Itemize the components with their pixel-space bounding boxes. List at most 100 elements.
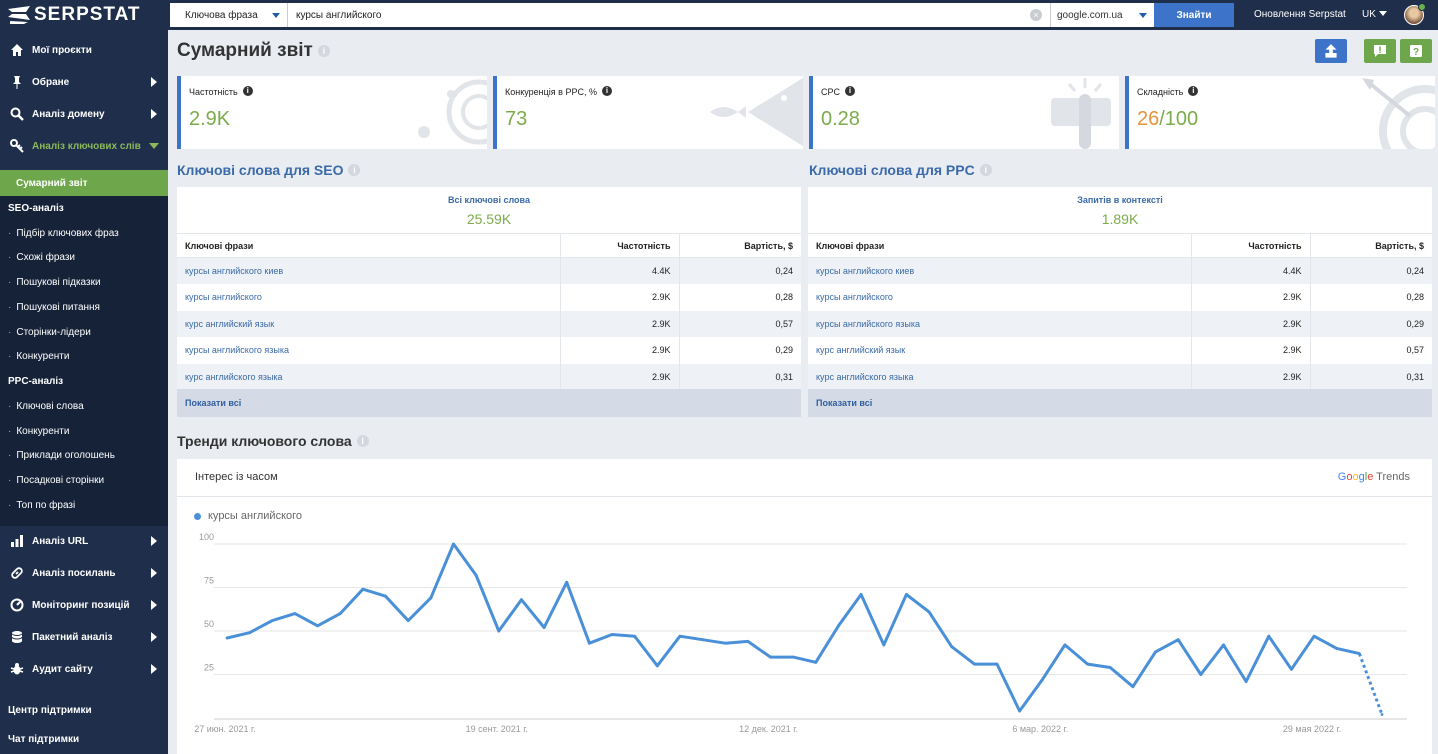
serpstat-logo[interactable]: SERPSTAT bbox=[8, 3, 141, 27]
sidebar-link-similar-phrases[interactable]: Схожі фрази bbox=[8, 252, 75, 263]
sidebar-item-site-audit[interactable]: Аудит сайту bbox=[0, 653, 168, 685]
info-icon[interactable]: i bbox=[845, 86, 856, 96]
column-header[interactable]: Вартість, $ bbox=[1310, 233, 1432, 258]
volume-cell: 2.9K bbox=[560, 337, 680, 364]
chevron-right-icon bbox=[151, 600, 157, 610]
search-engine-select[interactable]: google.com.ua bbox=[1050, 3, 1154, 27]
table-row: курс английского языка 2.9K 0,31 bbox=[177, 363, 801, 390]
sidebar-item-summary-report[interactable]: Сумарний звіт bbox=[0, 170, 168, 196]
keyword-link[interactable]: курсы английского языка bbox=[808, 310, 1192, 337]
export-button[interactable] bbox=[1315, 39, 1347, 63]
info-icon[interactable]: i bbox=[242, 86, 253, 96]
feedback-button[interactable] bbox=[1364, 39, 1396, 63]
column-header[interactable]: Вартість, $ bbox=[679, 233, 801, 258]
seo-summary-label[interactable]: Всі ключові слова bbox=[448, 195, 530, 205]
logo-text: SERPSTAT bbox=[34, 4, 141, 25]
support-center-link[interactable]: Центр підтримки bbox=[8, 705, 92, 716]
search-input[interactable]: курсы английского × bbox=[288, 3, 1050, 27]
sidebar-item-url-analysis[interactable]: Аналіз URL bbox=[0, 525, 168, 557]
keyword-link[interactable]: курс английский язык bbox=[177, 310, 561, 337]
column-header[interactable]: Частотність bbox=[1191, 233, 1311, 258]
info-icon[interactable]: i bbox=[1188, 86, 1199, 96]
sidebar-link-keyword-selection[interactable]: Підбір ключових фраз bbox=[8, 228, 118, 239]
data-point bbox=[338, 612, 342, 615]
sidebar-item-rank-tracker[interactable]: Моніторинг позицій bbox=[0, 589, 168, 621]
info-icon[interactable]: i bbox=[356, 435, 369, 447]
sidebar-link-ppc-keywords[interactable]: Ключові слова bbox=[8, 401, 83, 412]
sidebar-item-label: Аналіз домену bbox=[32, 108, 105, 120]
keyword-link[interactable]: курсы английского bbox=[808, 284, 1192, 311]
ppc-summary-label[interactable]: Запитів в контексті bbox=[1077, 195, 1163, 205]
cpc-cell: 0,57 bbox=[679, 310, 801, 337]
sidebar-item-keyword-analysis[interactable]: Аналіз ключових слів bbox=[0, 130, 168, 162]
trends-panel: Інтерес із часом Google Trends курсы анг… bbox=[177, 459, 1432, 754]
trend-line-chart[interactable]: 25 50 75 100 27 июн. 2021 г. 19 сент. 2021 г.… bbox=[177, 494, 1432, 754]
info-icon[interactable]: i bbox=[317, 45, 330, 57]
metric-label: Складність i bbox=[1137, 86, 1199, 97]
data-point bbox=[452, 542, 455, 546]
table-row: курсы английского языка 2.9K 0,29 bbox=[177, 337, 801, 364]
seo-show-all-link[interactable]: Показати всі bbox=[177, 389, 801, 417]
data-point bbox=[1063, 643, 1067, 647]
ppc-keywords-table: Ключові фрази Частотність Вартість, $ ку… bbox=[808, 233, 1432, 390]
support-chat-link[interactable]: Чат підтримки bbox=[8, 734, 80, 745]
keyword-link[interactable]: курсы английского языка bbox=[177, 337, 561, 364]
volume-cell: 2.9K bbox=[560, 284, 680, 311]
sidebar-item-label: Обране bbox=[32, 76, 70, 88]
keyword-link[interactable]: курс английский язык bbox=[808, 337, 1192, 364]
sidebar-link-top-pages[interactable]: Сторінки-лідери bbox=[8, 327, 90, 338]
ppc-show-all-link[interactable]: Показати всі bbox=[808, 389, 1432, 417]
x-tick-label: 19 сент. 2021 г. bbox=[466, 724, 528, 734]
keyword-link[interactable]: курс английского языка bbox=[177, 363, 561, 390]
sidebar-link-search-questions[interactable]: Пошукові питання bbox=[8, 302, 100, 313]
ppc-summary-value: 1.89K bbox=[1101, 211, 1139, 227]
metric-card-cpc: CPC i 0.28 bbox=[809, 76, 1119, 149]
info-icon[interactable]: i bbox=[348, 164, 361, 176]
seo-summary-value: 25.59K bbox=[466, 211, 512, 227]
data-point bbox=[859, 593, 863, 596]
sidebar-link-seo-competitors[interactable]: Конкуренти bbox=[8, 351, 69, 362]
language-select[interactable]: UK bbox=[1362, 9, 1387, 20]
google-trends-logo[interactable]: Google Trends bbox=[1338, 471, 1410, 483]
sidebar-link-search-suggestions[interactable]: Пошукові підказки bbox=[8, 277, 100, 288]
data-point bbox=[791, 655, 795, 659]
sidebar-item-link-analysis[interactable]: Аналіз посилань bbox=[0, 557, 168, 589]
sidebar-item-my-projects[interactable]: Мої проєкти bbox=[0, 34, 168, 66]
data-point bbox=[1108, 666, 1112, 669]
column-header[interactable]: Ключові фрази bbox=[808, 233, 1192, 258]
cpc-cell: 0,29 bbox=[1310, 310, 1432, 337]
keyword-link[interactable]: курс английского языка bbox=[808, 363, 1192, 390]
ppc-title-text: Ключові слова для PPC bbox=[809, 162, 975, 178]
clear-icon[interactable]: × bbox=[1030, 9, 1042, 21]
volume-cell: 2.9K bbox=[1191, 310, 1311, 337]
info-icon[interactable]: i bbox=[601, 86, 612, 96]
info-icon[interactable]: i bbox=[979, 164, 992, 176]
keyword-link[interactable]: курсы английского bbox=[177, 284, 561, 311]
keyword-link[interactable]: курсы английского киев bbox=[177, 257, 561, 284]
search-type-value: Ключова фраза bbox=[185, 9, 258, 21]
data-point bbox=[248, 631, 252, 635]
search-button[interactable]: Знайти bbox=[1154, 3, 1234, 27]
sidebar-link-ad-examples[interactable]: Приклади оголошень bbox=[8, 450, 115, 461]
search-type-select[interactable]: Ключова фраза bbox=[170, 3, 288, 27]
y-tick-label: 25 bbox=[204, 663, 214, 673]
column-header[interactable]: Ключові фрази bbox=[177, 233, 561, 258]
sidebar-link-top-by-phrase[interactable]: Топ по фразі bbox=[8, 500, 75, 511]
sidebar-item-batch-analysis[interactable]: Пакетний аналіз bbox=[0, 621, 168, 653]
sidebar-item-domain-analysis[interactable]: Аналіз домену bbox=[0, 98, 168, 130]
sidebar-link-ppc-competitors[interactable]: Конкуренти bbox=[8, 426, 69, 437]
chevron-down-icon bbox=[1139, 13, 1147, 18]
y-tick-label: 100 bbox=[199, 532, 214, 542]
sidebar-item-favorites[interactable]: Обране bbox=[0, 66, 168, 98]
data-point bbox=[474, 573, 478, 577]
updates-link[interactable]: Оновлення Serpstat bbox=[1254, 9, 1346, 20]
sidebar-item-label: Аналіз URL bbox=[32, 535, 89, 547]
divider bbox=[177, 496, 1432, 497]
top-bar: SERPSTAT Ключова фраза курсы английского… bbox=[0, 0, 1438, 30]
column-header[interactable]: Частотність bbox=[560, 233, 680, 258]
keyword-link[interactable]: курсы английского киев bbox=[808, 257, 1192, 284]
volume-cell: 2.9K bbox=[1191, 284, 1311, 311]
help-button[interactable]: ? bbox=[1400, 39, 1432, 63]
chevron-right-icon bbox=[151, 536, 157, 546]
sidebar-link-landing-pages[interactable]: Посадкові сторінки bbox=[8, 475, 104, 486]
